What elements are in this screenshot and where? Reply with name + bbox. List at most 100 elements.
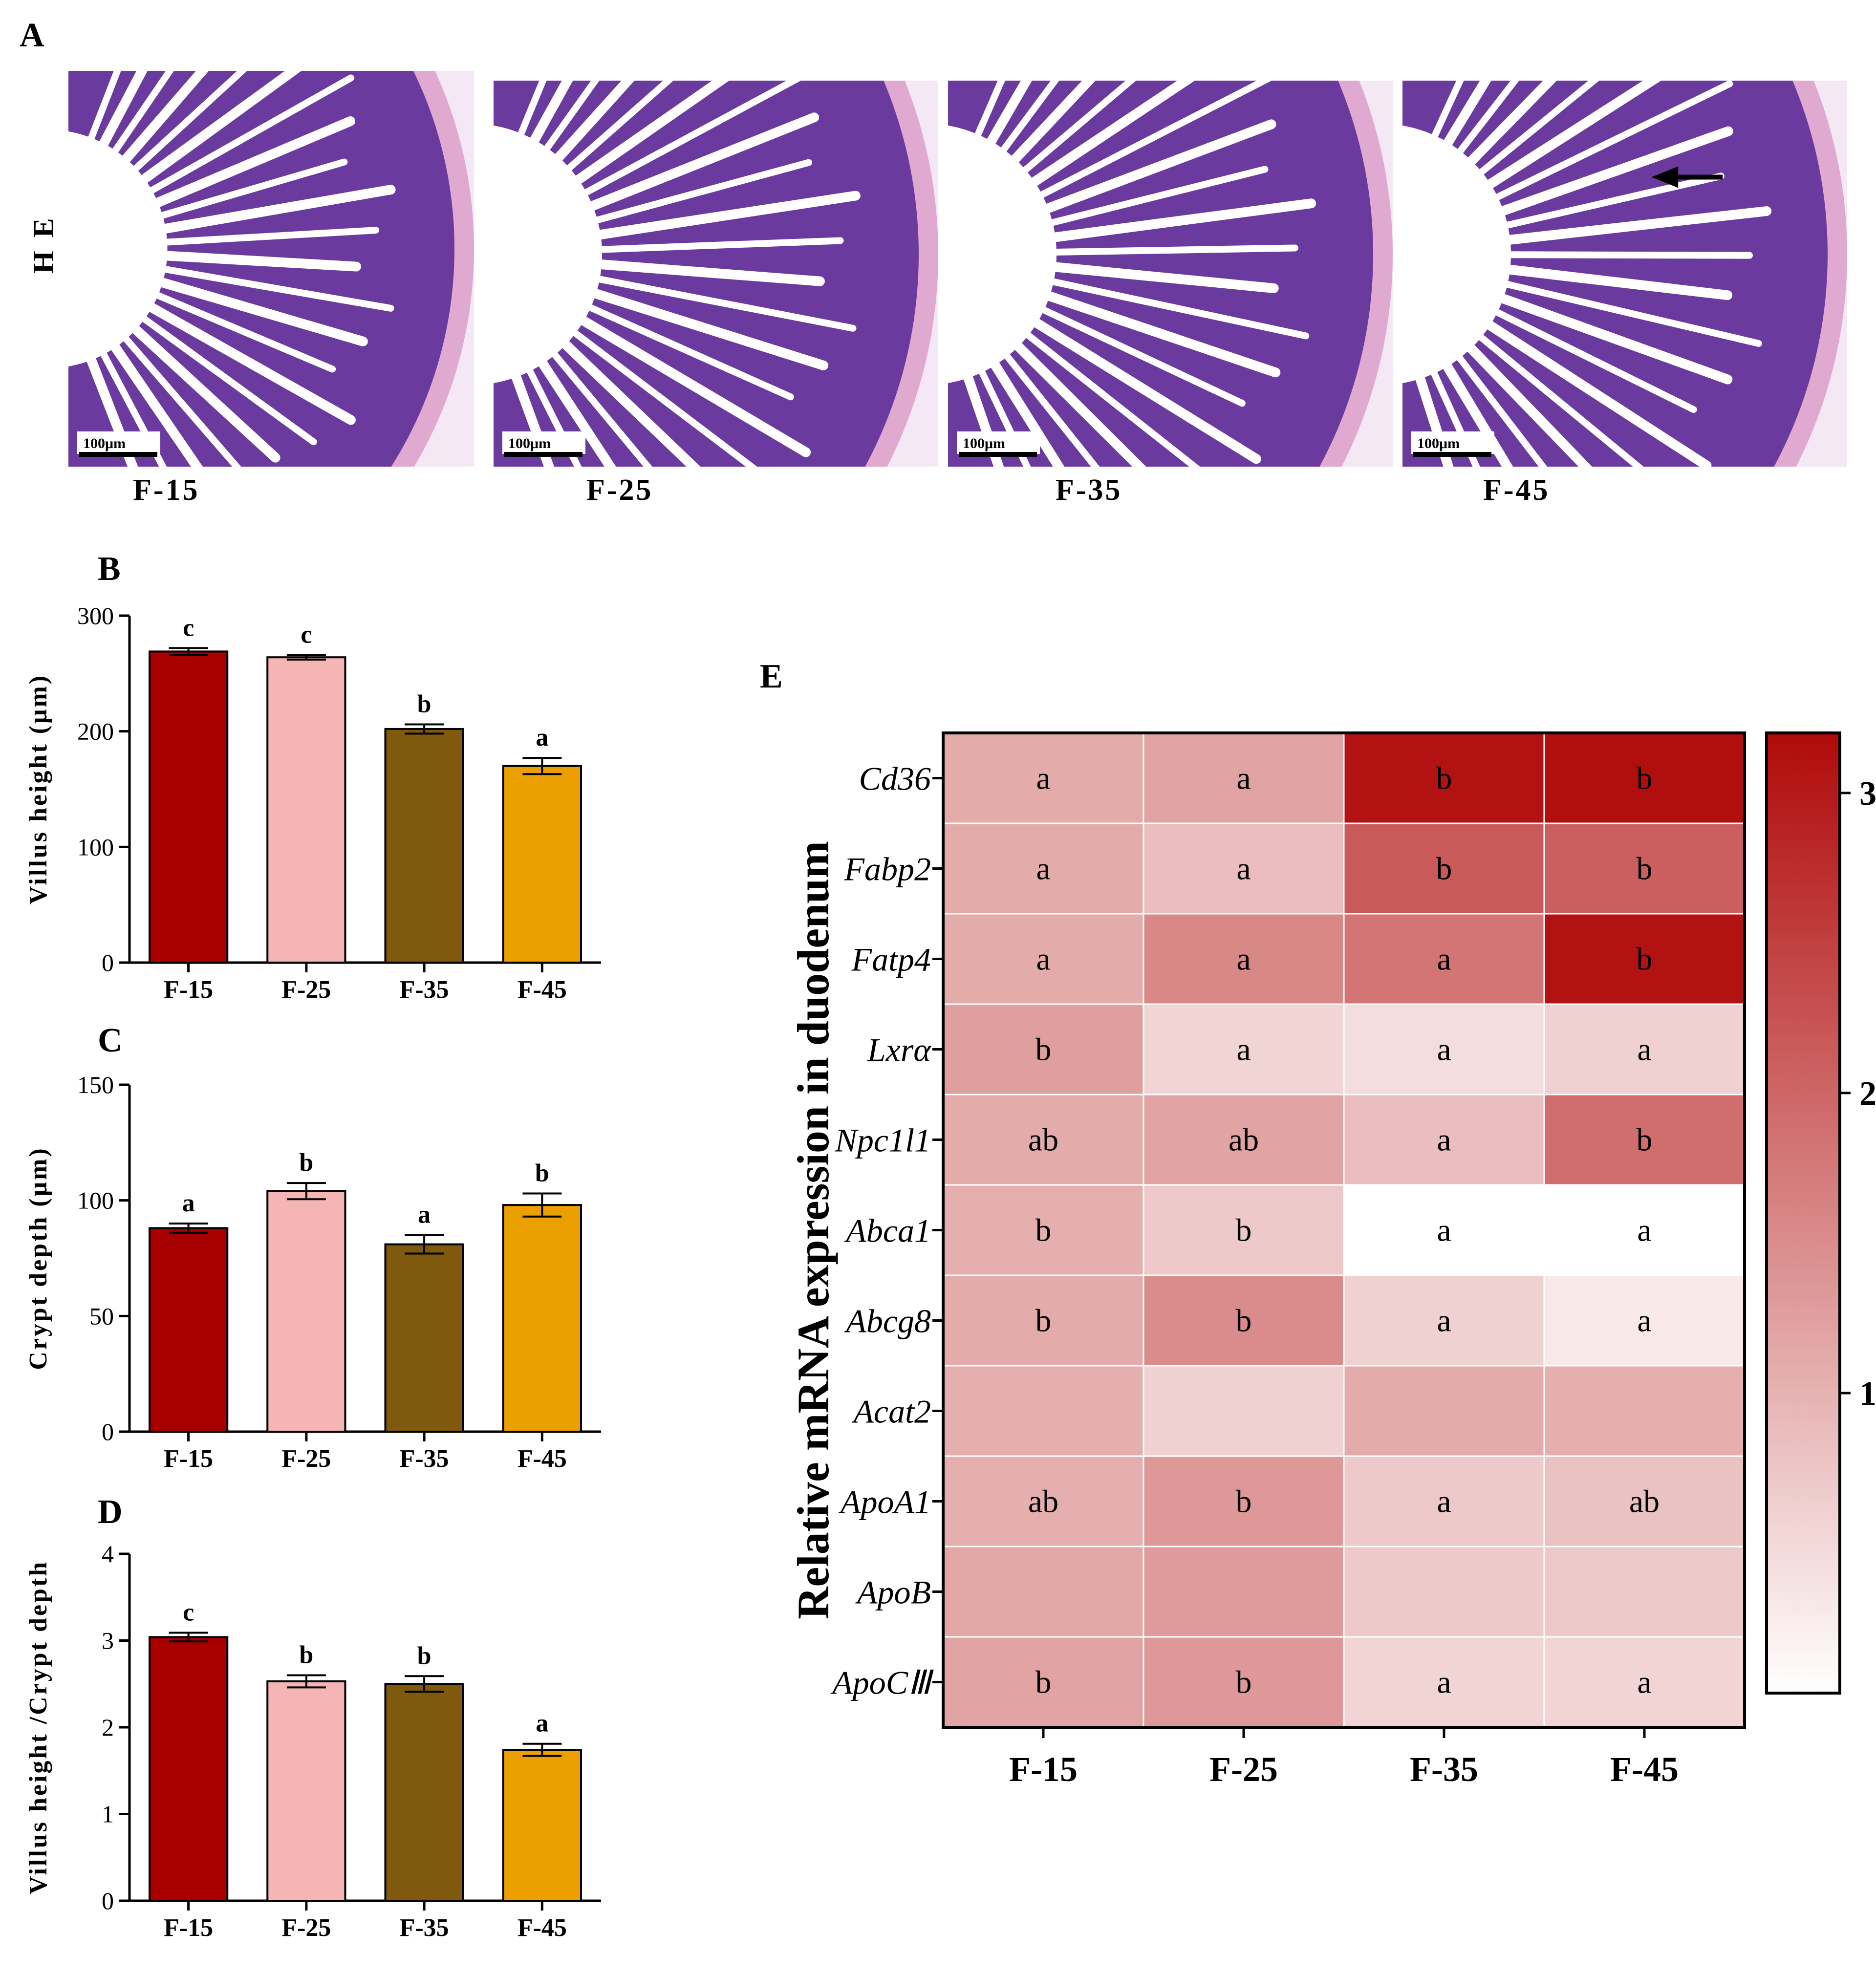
villus-gap [93,71,209,196]
villus-gap [1461,251,1753,259]
cell-significance-letter: b [1436,851,1452,887]
heatmap-cell [1343,1365,1545,1457]
heatmap-cell [1343,1546,1545,1638]
colorbar-tick-label: 1 [1859,1375,1876,1413]
villus-gap [978,81,1096,198]
lumen [494,125,602,384]
gene-label: Fabp2 [843,851,931,888]
villus-gap [988,303,1200,467]
villus-gap [522,81,635,197]
villus-gap [1458,270,1762,347]
heatmap-cell [1543,1636,1746,1728]
y-axis-title: Crypt depth (μm) [24,1146,52,1370]
bar-f-25 [266,656,346,964]
significance-letter: b [417,1642,431,1670]
villus-gap [119,185,396,241]
cell-significance-letter: ab [1229,1122,1259,1158]
scale-bar-box [502,431,585,454]
cell-significance-letter: a [1437,1213,1451,1248]
significance-letter: b [299,1641,313,1669]
significance-letter: b [417,690,431,718]
bar-f-35 [384,1243,464,1433]
heatmap-cell [942,732,1144,824]
heatmap-cell [1543,1546,1746,1638]
villus-gap [1000,276,1281,378]
cell-significance-letter: b [1236,1303,1252,1339]
histology-image-f25: 100μm [494,81,938,467]
scale-bar-box [957,431,1040,454]
villus-gap [549,191,861,247]
x-tick-label: F-35 [400,976,449,1004]
cell-significance-letter: ab [1629,1484,1660,1520]
y-tick-label: 200 [77,718,114,745]
x-tick-label: F-45 [518,1914,567,1942]
cell-significance-letter: b [1236,1484,1252,1520]
scale-bar-box [1411,431,1494,454]
scale-bar [1413,452,1491,457]
column-label: F-15 [1009,1750,1078,1789]
heatmap-cell [1543,732,1746,824]
heatmap-cell [1143,1636,1345,1728]
villus-gap [992,294,1261,464]
cell-significance-letter: a [1236,942,1251,977]
cell-significance-letter: a [1437,1122,1451,1158]
cell-significance-letter: a [1036,761,1050,796]
heatmap-cell [942,1003,1144,1095]
villus-gap [1442,81,1599,205]
villus-gap [111,74,354,215]
villus-gap [544,112,819,228]
gene-label: Fatp4 [851,941,931,978]
villus-gap [997,81,1272,219]
heatmap-cell [1543,1003,1746,1095]
panel-label-a: A [20,17,44,54]
cell-significance-letter: a [1236,1032,1251,1068]
villus-gap [1402,329,1454,467]
significance-letter: a [536,724,548,752]
gene-label: Abca1 [844,1212,931,1249]
x-tick-label: F-25 [281,1914,331,1942]
villus-gap [535,301,757,467]
villus-gap [546,275,828,370]
gene-label: Npc1l1 [835,1122,931,1159]
lumen [948,125,1057,384]
cell-significance-letter: b [1637,942,1653,977]
gene-label: Abcg8 [844,1303,931,1340]
heatmap-cell [1343,1094,1545,1186]
heatmap-cell [1543,1274,1746,1367]
panel-label-e: E [760,658,783,695]
y-tick-label: 300 [77,602,114,629]
cell-significance-letter: a [1437,942,1451,977]
villus-gap [965,321,1065,467]
bar-chart-villus-crypt-ratio: Villus height /Crypt depth 0 1 2 3 4 c F-15 b F-2… [24,1540,601,1942]
cell-significance-letter: a [1437,1484,1451,1520]
x-tick-label: F-35 [400,1914,449,1942]
cell-significance-letter: b [1637,761,1653,796]
cell-significance-letter: a [1036,942,1050,977]
scale-bar-label: 100μm [83,435,126,451]
scale-bar [504,452,582,457]
heatmap-y-title: Relative mRNA expression in duodenum [788,841,838,1619]
scale-bar-label: 100μm [508,435,551,451]
cell-significance-letter: b [1436,761,1452,796]
colorbar-tick-label: 2 [1859,1075,1876,1113]
bar-f-35 [384,1683,464,1902]
panel-label-b: B [98,550,121,588]
y-tick-label: 3 [102,1627,114,1654]
villus-gap [541,81,801,218]
villus-gap [1419,81,1491,188]
histology-image-f45: 100μm [1402,81,1847,467]
stain-label: H E [27,215,60,274]
bar-f-25 [266,1680,346,1902]
heatmap-cell [1143,1365,1345,1457]
gene-label: Acat2 [851,1393,931,1430]
significance-letter: a [418,1201,431,1229]
y-tick-label: 0 [102,949,114,976]
heatmap-cell [942,1184,1144,1276]
bar-f-15 [149,1227,229,1433]
villus-gap [1454,278,1733,385]
villus-gap [1006,244,1298,257]
villus-gap [539,292,811,457]
cell-significance-letter: b [1035,1303,1052,1339]
cell-significance-letter: ab [1028,1484,1058,1520]
